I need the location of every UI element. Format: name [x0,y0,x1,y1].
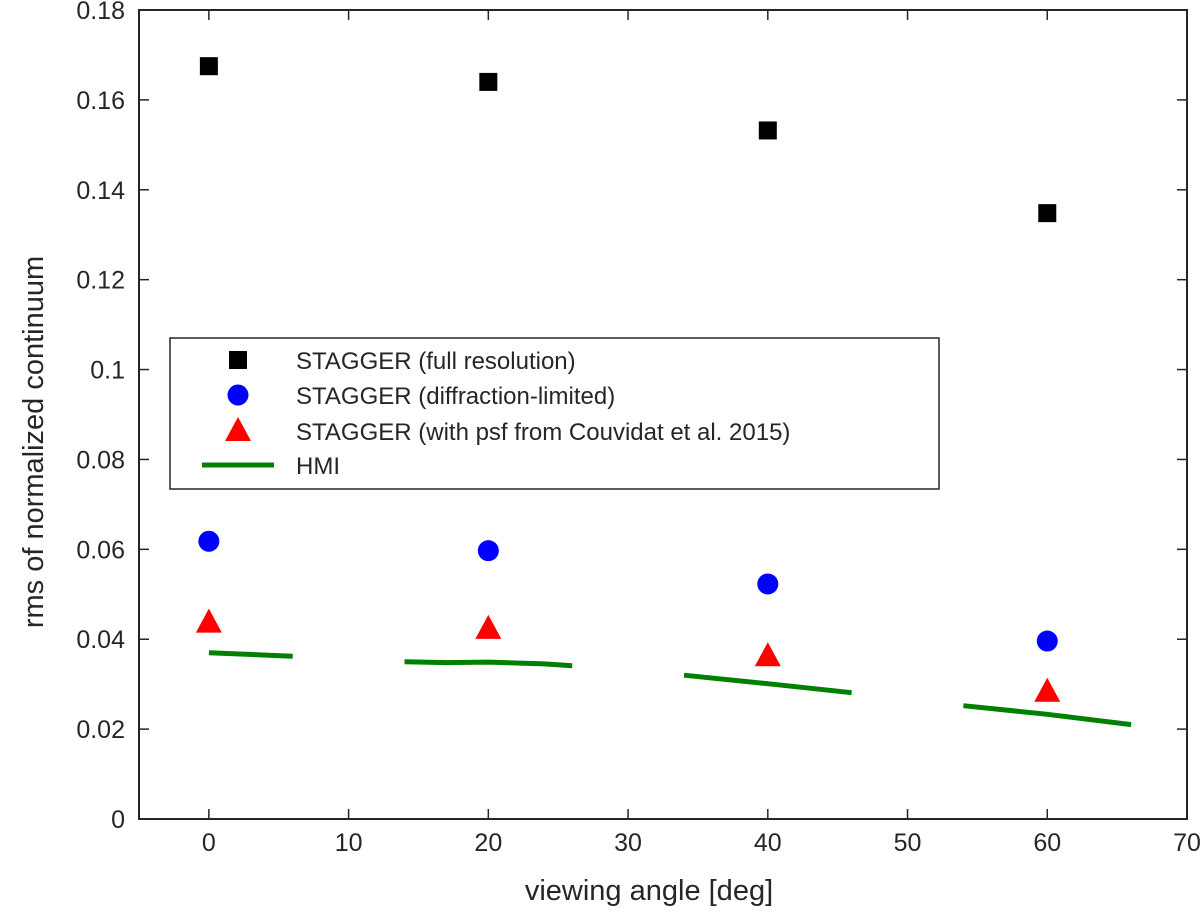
x-tick-label: 60 [1033,829,1061,857]
y-tick-label: 0.06 [76,536,125,564]
y-axis-label: rms of normalized continuum [18,256,50,628]
x-tick-label: 20 [474,829,502,857]
x-axis-ticks: 0 10 20 30 40 50 60 70 [202,10,1200,857]
y-tick-label: 0.14 [76,177,125,205]
legend-label-diffraction-limited: STAGGER (diffraction-limited) [296,383,615,410]
legend-swatch-circle [227,384,249,406]
legend-swatch-square [229,351,247,369]
legend-label-full-resolution: STAGGER (full resolution) [296,348,576,375]
hmi-line-segment [404,659,573,669]
circle-data-point [1036,630,1058,652]
circle-data-point [198,530,220,552]
legend-label-with-psf: STAGGER (with psf from Couvidat et al. 2… [296,419,790,446]
x-axis-label: viewing angle [deg] [525,875,773,907]
y-tick-label: 0.08 [76,446,125,474]
square-data-point [199,57,218,76]
x-tick-label: 50 [894,829,922,857]
hmi-line-segment [208,650,293,659]
y-tick-label: 0.1 [90,357,125,385]
y-tick-label: 0.12 [76,267,125,295]
square-data-point [1038,204,1057,223]
legend-box [169,337,940,490]
triangle-data-point [754,642,781,667]
triangle-data-point [475,614,502,639]
triangle-data-point [195,608,222,633]
x-tick-label: 10 [335,829,363,857]
y-tick-label: 0.18 [76,0,125,25]
x-tick-label: 0 [202,829,216,857]
circle-data-point [477,540,499,562]
x-tick-label: 40 [754,829,782,857]
legend-swatch-triangle [225,417,251,441]
series-layer [195,57,1132,728]
hmi-line-segment [683,672,852,696]
y-tick-label: 0 [111,806,125,834]
square-data-point [758,121,777,140]
triangle-data-point [1034,677,1061,702]
x-tick-label: 30 [614,829,642,857]
hmi-line-segment [963,703,1132,728]
y-tick-label: 0.02 [76,716,125,744]
legend-swatches [202,351,274,468]
x-tick-label: 70 [1173,829,1200,857]
square-data-point [479,72,498,91]
circle-data-point [757,573,779,595]
y-axis-ticks: 0 0.02 0.04 0.06 0.08 0.1 0.12 0.14 0.16 0.18 [76,0,1187,834]
legend-label-hmi: HMI [296,453,340,480]
y-tick-label: 0.04 [76,626,125,654]
legend: STAGGER (full resolution) STAGGER (diffr… [169,337,940,490]
y-tick-label: 0.16 [76,87,125,115]
